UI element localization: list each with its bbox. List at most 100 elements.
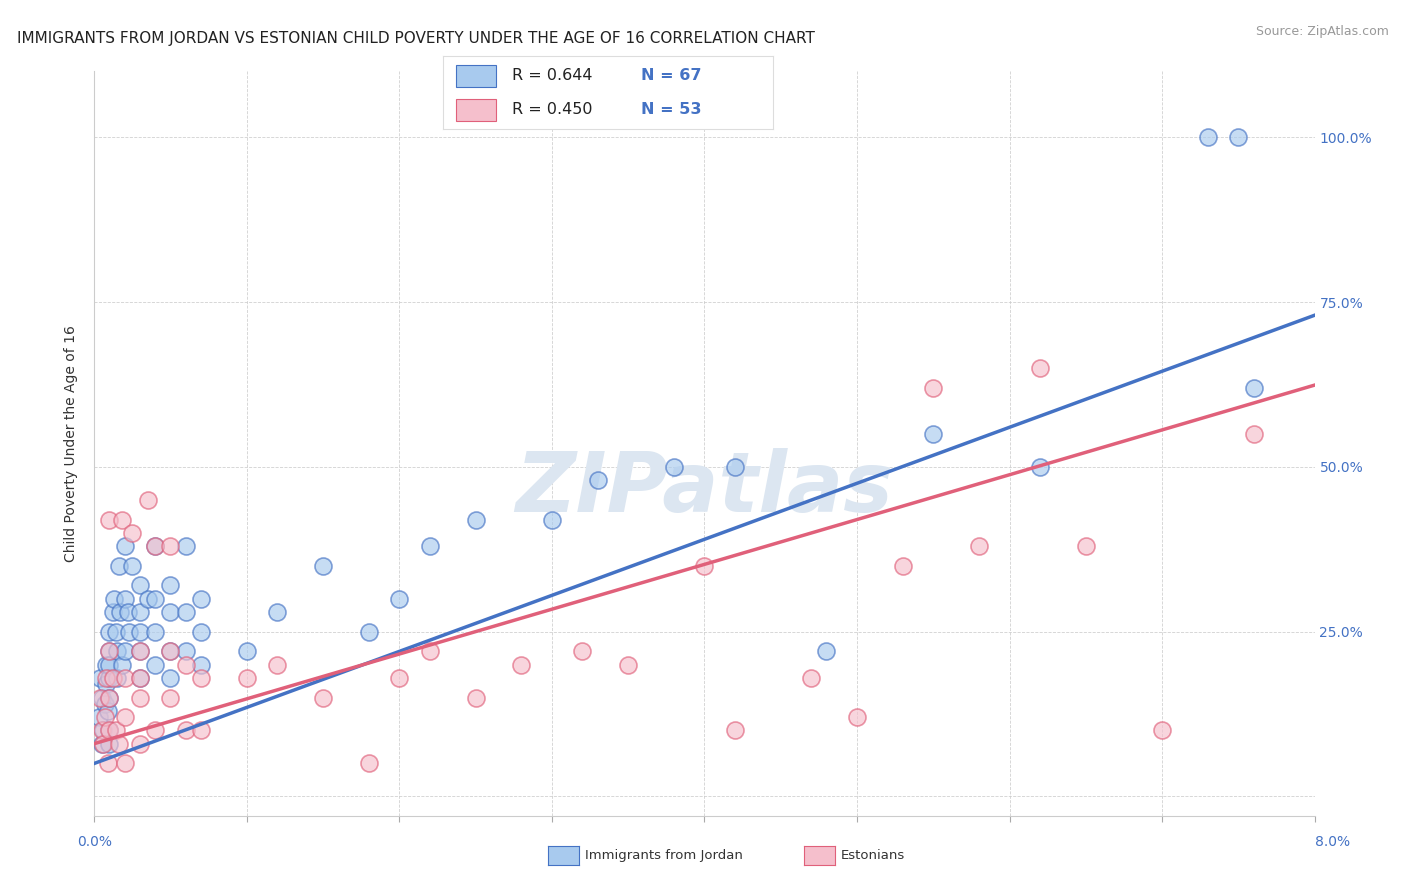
Point — [90, 690, 112, 705]
Text: IMMIGRANTS FROM JORDAN VS ESTONIAN CHILD POVERTY UNDER THE AGE OF 16 CORRELATION: IMMIGRANTS FROM JORDAN VS ESTONIAN CHILD… — [17, 31, 814, 46]
Point — [89, 671, 111, 685]
Point — [617, 657, 640, 672]
Point — [967, 539, 990, 553]
Point — [101, 671, 124, 685]
Point — [388, 591, 411, 606]
Point — [190, 671, 212, 685]
Point — [111, 657, 134, 672]
Point — [98, 737, 121, 751]
Point — [129, 644, 152, 658]
Point — [419, 644, 441, 658]
Point — [312, 558, 335, 573]
Point — [98, 657, 121, 672]
Point — [266, 657, 288, 672]
Point — [1074, 539, 1097, 553]
Point — [90, 723, 112, 738]
Point — [117, 605, 139, 619]
Point — [96, 671, 118, 685]
Point — [800, 671, 823, 685]
Point — [107, 737, 129, 751]
Point — [121, 525, 143, 540]
Point — [97, 704, 120, 718]
Point — [114, 591, 136, 606]
Text: R = 0.644: R = 0.644 — [512, 68, 593, 83]
Point — [129, 737, 152, 751]
Point — [129, 671, 152, 685]
Text: Estonians: Estonians — [841, 849, 905, 862]
Point — [98, 644, 121, 658]
Point — [114, 710, 136, 724]
Point — [159, 605, 181, 619]
Point — [357, 756, 380, 771]
Point — [129, 624, 152, 639]
Point — [98, 690, 121, 705]
Point — [159, 578, 181, 592]
Point — [571, 644, 593, 658]
Point — [693, 558, 716, 573]
Point — [190, 723, 212, 738]
Point — [143, 539, 166, 553]
Point — [159, 644, 181, 658]
Point — [108, 605, 131, 619]
Point — [174, 539, 197, 553]
Point — [312, 690, 335, 705]
Point — [98, 671, 121, 685]
Point — [891, 558, 914, 573]
Point — [101, 605, 124, 619]
Point — [236, 671, 259, 685]
Point — [129, 690, 152, 705]
Point — [97, 756, 120, 771]
Point — [114, 539, 136, 553]
Point — [922, 381, 945, 395]
Point — [87, 710, 110, 724]
Point — [236, 644, 259, 658]
Point — [586, 473, 609, 487]
Point — [93, 723, 115, 738]
Text: 8.0%: 8.0% — [1316, 835, 1350, 848]
Point — [1197, 130, 1219, 145]
Point — [419, 539, 441, 553]
Point — [510, 657, 533, 672]
Point — [1243, 426, 1265, 441]
Point — [93, 737, 115, 751]
Point — [190, 657, 212, 672]
Text: R = 0.450: R = 0.450 — [512, 102, 593, 117]
Point — [94, 710, 117, 724]
Point — [90, 737, 112, 751]
Point — [114, 756, 136, 771]
Point — [266, 605, 288, 619]
Point — [96, 657, 118, 672]
Point — [94, 697, 117, 711]
Point — [143, 591, 166, 606]
Y-axis label: Child Poverty Under the Age of 16: Child Poverty Under the Age of 16 — [65, 326, 79, 562]
Point — [174, 723, 197, 738]
Point — [136, 492, 159, 507]
Point — [724, 723, 747, 738]
Point — [129, 605, 152, 619]
Point — [107, 558, 129, 573]
Point — [105, 644, 128, 658]
Text: N = 67: N = 67 — [641, 68, 702, 83]
Point — [143, 657, 166, 672]
Text: N = 53: N = 53 — [641, 102, 702, 117]
Point — [357, 624, 380, 639]
Point — [159, 690, 181, 705]
Point — [190, 624, 212, 639]
FancyBboxPatch shape — [456, 65, 496, 87]
Point — [111, 512, 134, 526]
Point — [662, 459, 685, 474]
Point — [464, 512, 486, 526]
Point — [105, 671, 128, 685]
Point — [541, 512, 564, 526]
Point — [174, 657, 197, 672]
Point — [143, 624, 166, 639]
Point — [129, 644, 152, 658]
Point — [190, 591, 212, 606]
Point — [98, 690, 121, 705]
FancyBboxPatch shape — [456, 99, 496, 120]
Point — [724, 459, 747, 474]
Point — [98, 723, 121, 738]
Point — [114, 644, 136, 658]
Point — [1243, 381, 1265, 395]
Point — [98, 624, 121, 639]
